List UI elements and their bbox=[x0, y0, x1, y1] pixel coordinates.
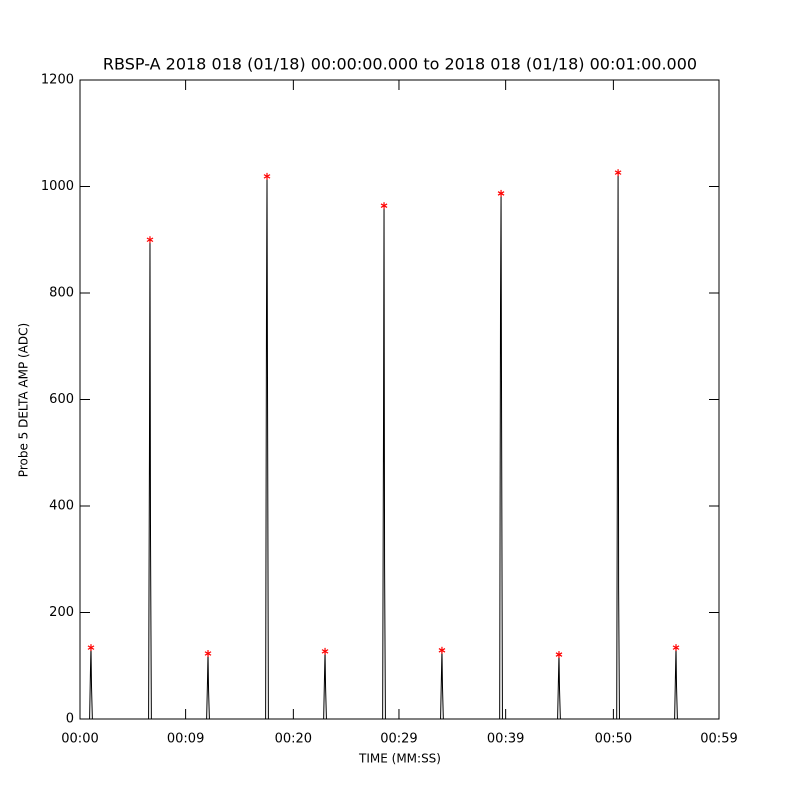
data-line bbox=[80, 172, 719, 720]
peak-marker bbox=[87, 644, 95, 652]
marker-stroke bbox=[555, 652, 563, 657]
y-tick-label: 1000 bbox=[41, 179, 74, 194]
y-axis-label: Probe 5 DELTA AMP (ADC) bbox=[17, 323, 31, 477]
chart-title: RBSP-A 2018 018 (01/18) 00:00:00.000 to … bbox=[103, 55, 697, 74]
peak-marker bbox=[438, 646, 446, 654]
y-tick-label: 400 bbox=[49, 499, 74, 514]
plot-frame bbox=[79, 79, 720, 720]
x-tick-label: 00:50 bbox=[595, 732, 632, 747]
x-tick-label: 00:59 bbox=[700, 732, 737, 747]
peak-marker bbox=[380, 202, 388, 210]
peak-marker bbox=[555, 651, 563, 659]
y-tick-label: 800 bbox=[49, 286, 74, 301]
marker-stroke bbox=[87, 645, 95, 650]
peak-marker bbox=[497, 189, 505, 197]
y-tick-label: 200 bbox=[49, 605, 74, 620]
peak-marker bbox=[614, 169, 622, 177]
marker-stroke bbox=[438, 648, 446, 653]
marker-stroke bbox=[614, 170, 622, 175]
y-tick-label: 1200 bbox=[41, 73, 74, 88]
marker-stroke bbox=[146, 237, 154, 243]
peak-marker bbox=[146, 236, 154, 244]
peak-marker bbox=[204, 650, 212, 658]
x-axis-label: TIME (MM:SS) bbox=[358, 752, 441, 766]
marker-stroke bbox=[321, 649, 329, 654]
x-tick-label: 00:20 bbox=[275, 732, 312, 747]
marker-stroke bbox=[672, 645, 680, 650]
x-tick-label: 00:29 bbox=[380, 732, 417, 747]
marker-stroke bbox=[263, 174, 271, 179]
x-tick-label: 00:00 bbox=[61, 732, 98, 747]
marker-stroke bbox=[497, 191, 505, 196]
peak-marker bbox=[672, 644, 680, 652]
y-tick-label: 0 bbox=[66, 712, 74, 727]
y-tick-label: 600 bbox=[49, 392, 74, 407]
x-tick-label: 00:39 bbox=[487, 732, 524, 747]
peak-marker bbox=[321, 647, 329, 655]
peak-marker bbox=[263, 172, 271, 180]
marker-stroke bbox=[380, 203, 388, 208]
marker-stroke bbox=[204, 651, 212, 656]
x-tick-label: 00:09 bbox=[167, 732, 204, 747]
